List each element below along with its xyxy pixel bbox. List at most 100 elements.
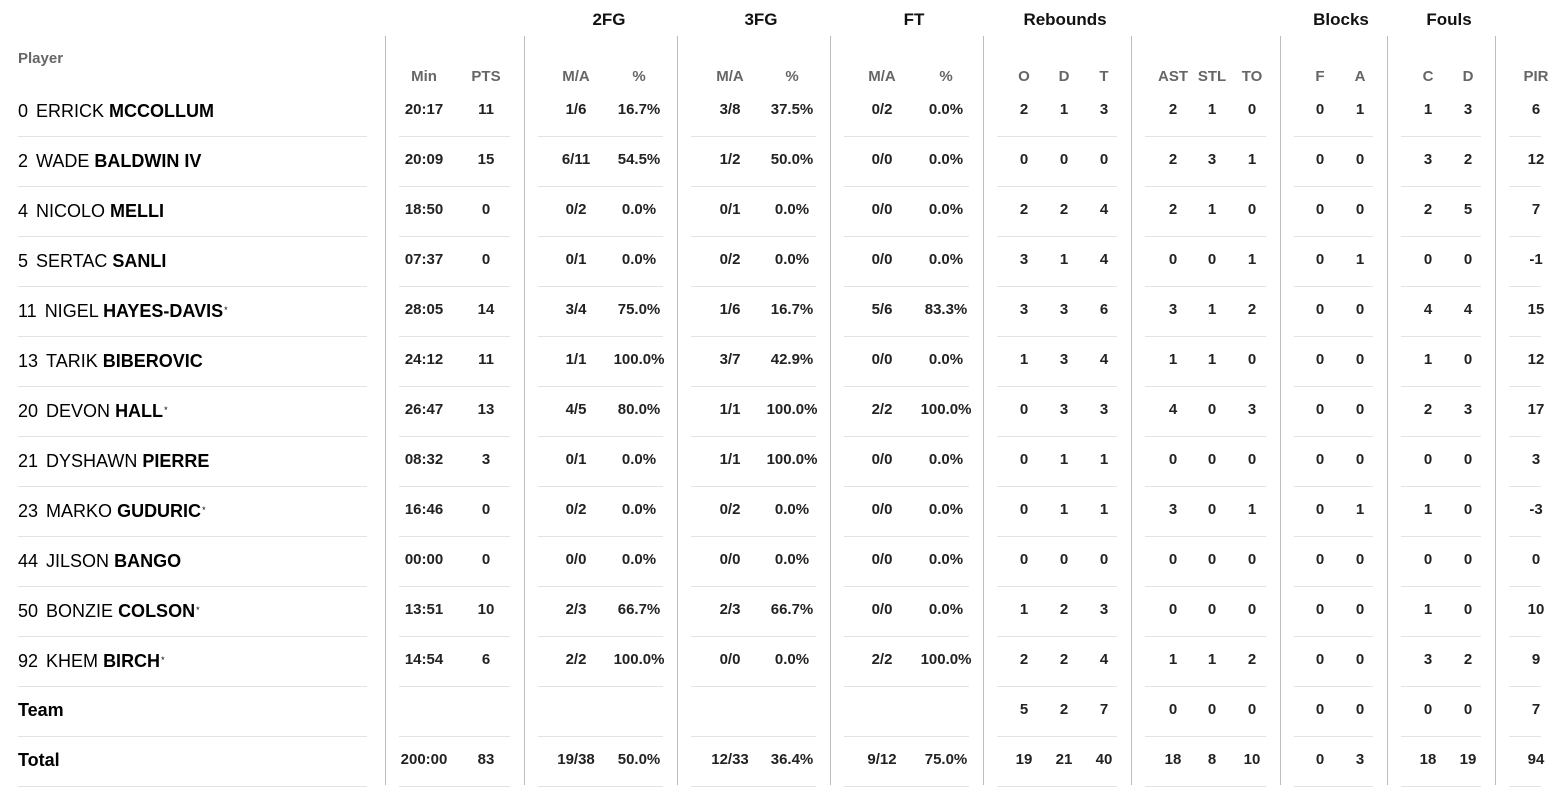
- stat-ft-ma: 0/2: [871, 101, 893, 118]
- stat-blk-f: 0: [1315, 101, 1325, 118]
- stat-reb-d: 1: [1059, 451, 1069, 468]
- last-name: SANLI: [112, 251, 167, 271]
- row-divider: [1401, 636, 1481, 637]
- stat-reb-o: 0: [1019, 501, 1029, 518]
- row-divider: [1509, 536, 1541, 537]
- column-header-to: TO: [1241, 68, 1263, 85]
- player-name[interactable]: 0 ERRICK MCCOLLUM: [18, 99, 215, 121]
- row-divider: [1294, 336, 1373, 337]
- row-divider: [1401, 686, 1481, 687]
- row-divider: [538, 436, 663, 437]
- player-name[interactable]: 92 KHEM BIRCH*: [18, 649, 165, 671]
- player-name[interactable]: 21 DYSHAWN PIERRE: [18, 449, 210, 471]
- stat-foul-d: 0: [1463, 601, 1473, 618]
- stat-min: 28:05: [404, 301, 444, 318]
- stat-reb-o: 0: [1019, 551, 1029, 568]
- stat-fg3-pct: 37.5%: [770, 101, 814, 118]
- jersey-number: 92: [18, 651, 39, 671]
- stat-blk-a: 0: [1355, 651, 1365, 668]
- player-name[interactable]: 44 JILSON BANGO: [18, 549, 182, 571]
- stat-stl: 3: [1207, 151, 1217, 168]
- player-name[interactable]: 5 SERTAC SANLI: [18, 249, 167, 271]
- row-divider: [844, 686, 969, 687]
- player-row: 11 NIGEL HAYES-DAVIS* 28:05 14 3/4 75.0% 1/6 16…: [0, 299, 1558, 349]
- stat-pts: 10: [477, 601, 495, 618]
- stat-pir: 12: [1527, 151, 1545, 168]
- row-divider: [1509, 786, 1541, 787]
- stat-foul-d: 3: [1463, 401, 1473, 418]
- player-name[interactable]: 11 NIGEL HAYES-DAVIS*: [18, 299, 228, 321]
- stat-reb-o: 3: [1019, 301, 1029, 318]
- row-divider: [997, 536, 1117, 537]
- stat-fg2-ma: 3/4: [565, 301, 587, 318]
- stat-foul-c: 2: [1423, 401, 1433, 418]
- stat-reb-t: 40: [1095, 751, 1113, 768]
- row-divider: [18, 436, 367, 437]
- row-divider: [538, 736, 663, 737]
- player-name[interactable]: 13 TARIK BIBEROVIC: [18, 349, 204, 371]
- stat-pts: 0: [481, 551, 491, 568]
- stat-stl: 0: [1207, 401, 1217, 418]
- stat-ft-ma: 2/2: [871, 401, 893, 418]
- row-divider: [1145, 136, 1266, 137]
- stat-foul-c: 18: [1419, 751, 1437, 768]
- player-name[interactable]: 23 MARKO GUDURIC*: [18, 499, 206, 521]
- stat-ft-ma: 0/0: [871, 251, 893, 268]
- row-divider: [538, 136, 663, 137]
- row-divider: [1509, 436, 1541, 437]
- row-divider: [1401, 786, 1481, 787]
- jersey-number: 13: [18, 351, 39, 371]
- row-divider: [399, 186, 510, 187]
- stat-blk-a: 0: [1355, 301, 1365, 318]
- row-divider: [399, 536, 510, 537]
- row-divider: [399, 786, 510, 787]
- stat-blk-f: 0: [1315, 201, 1325, 218]
- player-name[interactable]: 2 WADE BALDWIN IV: [18, 149, 202, 171]
- stat-foul-d: 5: [1463, 201, 1473, 218]
- stat-ast: 18: [1164, 751, 1182, 768]
- row-divider: [18, 686, 367, 687]
- row-divider: [997, 786, 1117, 787]
- row-divider: [691, 486, 816, 487]
- row-divider: [538, 186, 663, 187]
- stat-pts: 83: [477, 751, 495, 768]
- row-divider: [997, 236, 1117, 237]
- row-divider: [1145, 686, 1266, 687]
- column-header-reb-d: D: [1058, 68, 1070, 85]
- column-divider: [830, 36, 831, 785]
- row-divider: [691, 236, 816, 237]
- first-name: JILSON: [46, 551, 110, 571]
- first-name: DYSHAWN: [46, 451, 138, 471]
- stat-fg3-ma: 0/2: [719, 501, 741, 518]
- stat-foul-c: 0: [1423, 701, 1433, 718]
- first-name: ERRICK: [36, 101, 105, 121]
- row-divider: [18, 336, 367, 337]
- stat-ast: 0: [1168, 701, 1178, 718]
- stat-fg2-pct: 80.0%: [617, 401, 661, 418]
- stat-reb-o: 19: [1015, 751, 1033, 768]
- row-divider: [399, 486, 510, 487]
- stat-reb-t: 1: [1099, 451, 1109, 468]
- stat-ast: 1: [1168, 351, 1178, 368]
- column-divider: [1387, 36, 1388, 785]
- stat-stl: 1: [1207, 301, 1217, 318]
- row-divider: [538, 336, 663, 337]
- stat-pts: 0: [481, 501, 491, 518]
- player-row: 23 MARKO GUDURIC* 16:46 0 0/2 0.0% 0/2 0.0% 0/0 0…: [0, 499, 1558, 549]
- player-name[interactable]: 20 DEVON HALL*: [18, 399, 168, 421]
- stat-pir: 0: [1531, 551, 1541, 568]
- player-name[interactable]: 4 NICOLO MELLI: [18, 199, 165, 221]
- stat-to: 1: [1247, 501, 1257, 518]
- stat-min: 18:50: [404, 201, 444, 218]
- player-name[interactable]: 50 BONZIE COLSON*: [18, 599, 200, 621]
- row-divider: [399, 686, 510, 687]
- row-divider: [997, 286, 1117, 287]
- stat-ast: 0: [1168, 551, 1178, 568]
- stat-blk-f: 0: [1315, 601, 1325, 618]
- team-row: Team 5 2 7 0 0 0 0 0 0 0 7: [0, 699, 1558, 749]
- stat-foul-c: 0: [1423, 551, 1433, 568]
- stat-ft-pct: 0.0%: [928, 451, 964, 468]
- jersey-number: 23: [18, 501, 39, 521]
- row-divider: [997, 386, 1117, 387]
- stat-ast: 0: [1168, 601, 1178, 618]
